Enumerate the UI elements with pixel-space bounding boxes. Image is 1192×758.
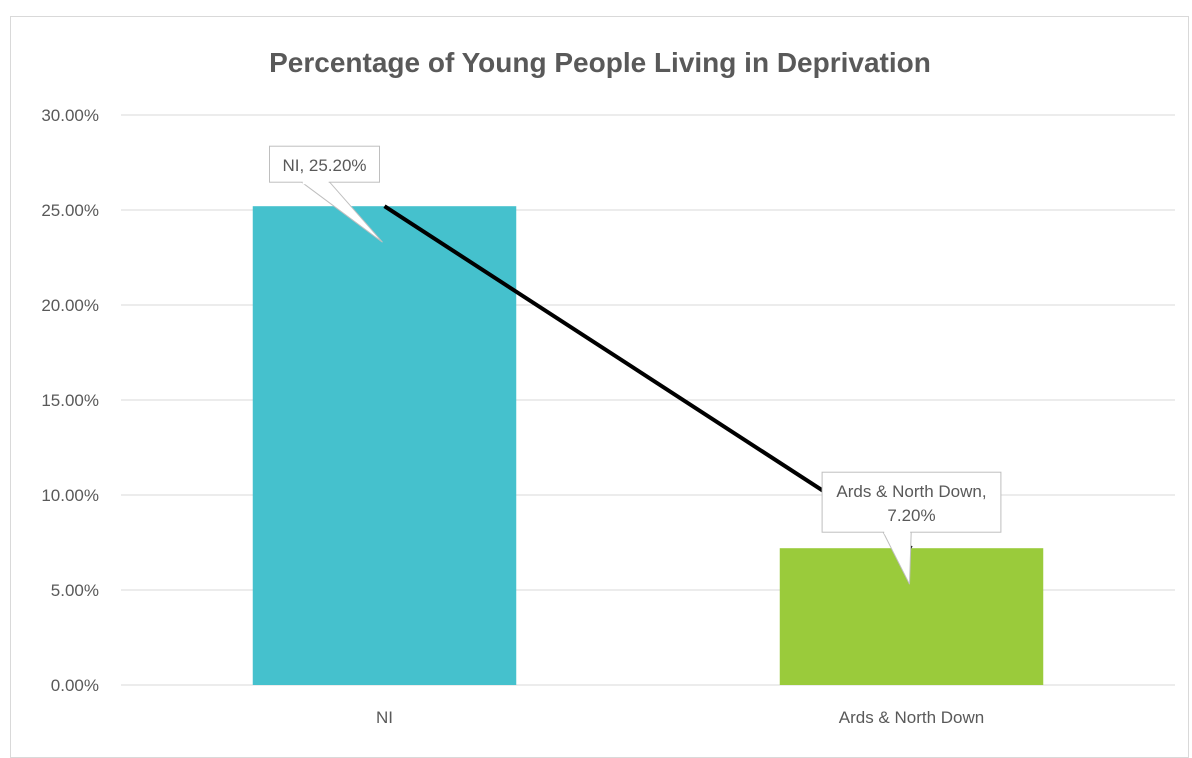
y-tick-label: 5.00%: [51, 581, 99, 600]
x-tick-label: Ards & North Down: [839, 708, 985, 727]
bars: [252, 206, 1044, 685]
x-axis-category-labels: NI Ards & North Down: [376, 708, 984, 727]
data-label: Ards & North Down,: [836, 482, 986, 501]
data-labels: NI, 25.20% Ards & North Down, 7.20%: [269, 145, 1002, 585]
x-tick-label: NI: [376, 708, 393, 727]
y-tick-label: 25.00%: [41, 201, 99, 220]
chart-frame: Percentage of Young People Living in Dep…: [10, 16, 1189, 758]
data-label-pointer-join: [884, 530, 911, 535]
y-tick-label: 15.00%: [41, 391, 99, 410]
y-tick-label: 20.00%: [41, 296, 99, 315]
data-label: 7.20%: [887, 506, 935, 525]
y-tick-label: 30.00%: [41, 106, 99, 125]
data-label: NI, 25.20%: [282, 156, 366, 175]
bar: [252, 206, 517, 685]
y-axis-tick-labels: 0.00% 5.00% 10.00% 15.00% 20.00% 25.00% 30.00%: [41, 106, 99, 695]
chart-title: Percentage of Young People Living in Dep…: [269, 47, 931, 78]
bar-chart: Percentage of Young People Living in Dep…: [41, 47, 1175, 727]
y-tick-label: 10.00%: [41, 486, 99, 505]
bar: [779, 548, 1044, 685]
y-tick-label: 0.00%: [51, 676, 99, 695]
data-label-box: [821, 471, 1002, 533]
data-label-pointer-join: [302, 180, 329, 185]
